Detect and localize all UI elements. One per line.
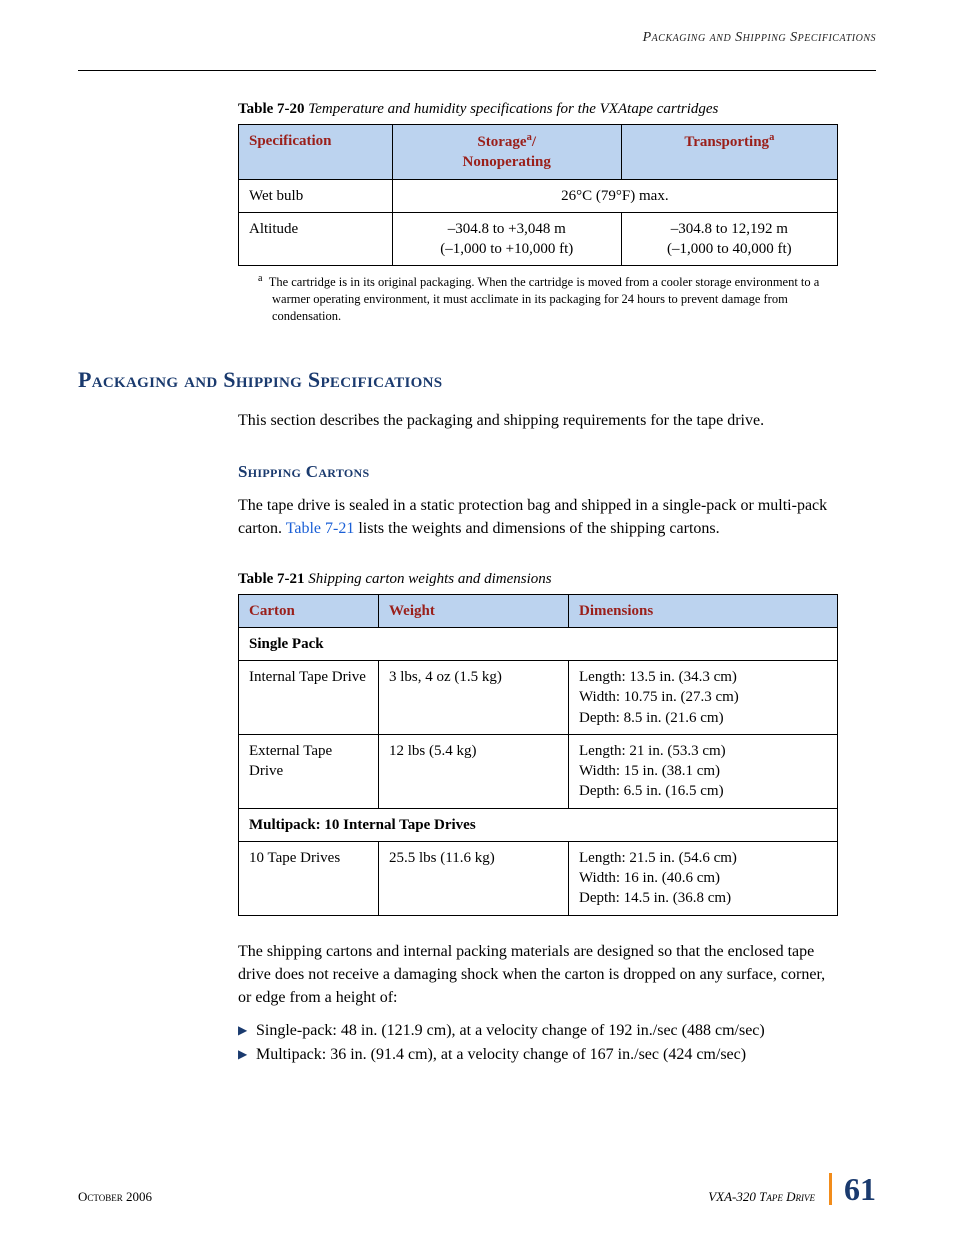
cell-carton: 10 Tape Drives <box>239 841 379 915</box>
drop-test-paragraph: The shipping cartons and internal packin… <box>238 940 838 1010</box>
table-row: Altitude –304.8 to +3,048 m (–1,000 to +… <box>239 212 838 266</box>
table-row: Internal Tape Drive 3 lbs, 4 oz (1.5 kg)… <box>239 661 838 735</box>
cell-spec: Altitude <box>239 212 393 266</box>
subheader-cell: Single Pack <box>239 627 838 660</box>
list-item: ▶ Single-pack: 48 in. (121.9 cm), at a v… <box>238 1019 848 1043</box>
cartons-paragraph: The tape drive is sealed in a static pro… <box>238 494 838 540</box>
cell-value: 26°C (79°F) max. <box>392 179 837 212</box>
table-header-row: Carton Weight Dimensions <box>239 594 838 627</box>
th-weight: Weight <box>379 594 569 627</box>
cell-dimensions: Length: 21.5 in. (54.6 cm) Width: 16 in.… <box>569 841 838 915</box>
cell-weight: 25.5 lbs (11.6 kg) <box>379 841 569 915</box>
cell-storage: –304.8 to +3,048 m (–1,000 to +10,000 ft… <box>392 212 621 266</box>
cell-carton: External Tape Drive <box>239 734 379 808</box>
caption-label: Table 7-20 <box>238 101 305 117</box>
intro-paragraph: This section describes the packaging and… <box>238 409 838 432</box>
table-header-row: Specification Storagea/ Nonoperating Tra… <box>239 125 838 180</box>
th-transporting: Transportinga <box>621 125 837 180</box>
th-storage: Storagea/ Nonoperating <box>392 125 621 180</box>
table-7-20: Specification Storagea/ Nonoperating Tra… <box>238 124 838 266</box>
running-header: Packaging and Shipping Specifications <box>78 30 876 46</box>
subheader-cell: Multipack: 10 Internal Tape Drives <box>239 808 838 841</box>
caption-label: Table 7-21 <box>238 571 305 587</box>
table-subheader: Multipack: 10 Internal Tape Drives <box>239 808 838 841</box>
table-7-21: Carton Weight Dimensions Single Pack Int… <box>238 594 838 916</box>
footer-date: October 2006 <box>78 1189 152 1205</box>
page-number: 61 <box>829 1173 876 1205</box>
table-row: External Tape Drive 12 lbs (5.4 kg) Leng… <box>239 734 838 808</box>
th-dimensions: Dimensions <box>569 594 838 627</box>
table-row: Wet bulb 26°C (79°F) max. <box>239 179 838 212</box>
page-footer: October 2006 VXA-320 Tape Drive 61 <box>78 1173 876 1205</box>
header-rule <box>78 70 876 71</box>
caption-text: Shipping carton weights and dimensions <box>308 571 551 587</box>
th-carton: Carton <box>239 594 379 627</box>
cell-dimensions: Length: 21 in. (53.3 cm) Width: 15 in. (… <box>569 734 838 808</box>
cell-weight: 12 lbs (5.4 kg) <box>379 734 569 808</box>
table-7-20-caption: Table 7-20 Temperature and humidity spec… <box>238 101 876 118</box>
footer-doc-title: VXA-320 Tape Drive <box>708 1189 815 1205</box>
cell-carton: Internal Tape Drive <box>239 661 379 735</box>
cell-dimensions: Length: 13.5 in. (34.3 cm) Width: 10.75 … <box>569 661 838 735</box>
caption-text: Temperature and humidity specifications … <box>308 101 718 117</box>
th-specification: Specification <box>239 125 393 180</box>
cell-weight: 3 lbs, 4 oz (1.5 kg) <box>379 661 569 735</box>
section-heading-packaging: Packaging and Shipping Specifications <box>78 367 876 393</box>
cell-transport: –304.8 to 12,192 m (–1,000 to 40,000 ft) <box>621 212 837 266</box>
table-subheader: Single Pack <box>239 627 838 660</box>
bullet-icon: ▶ <box>238 1021 247 1039</box>
cell-spec: Wet bulb <box>239 179 393 212</box>
subsection-heading-cartons: Shipping Cartons <box>238 462 876 482</box>
table-7-21-caption: Table 7-21 Shipping carton weights and d… <box>238 571 876 588</box>
xref-table-7-21[interactable]: Table 7-21 <box>286 520 355 537</box>
table-7-20-footnote: a The cartridge is in its original packa… <box>258 272 838 325</box>
table-row: 10 Tape Drives 25.5 lbs (11.6 kg) Length… <box>239 841 838 915</box>
drop-height-list: ▶ Single-pack: 48 in. (121.9 cm), at a v… <box>238 1019 848 1067</box>
list-item: ▶ Multipack: 36 in. (91.4 cm), at a velo… <box>238 1043 848 1067</box>
bullet-icon: ▶ <box>238 1045 247 1063</box>
